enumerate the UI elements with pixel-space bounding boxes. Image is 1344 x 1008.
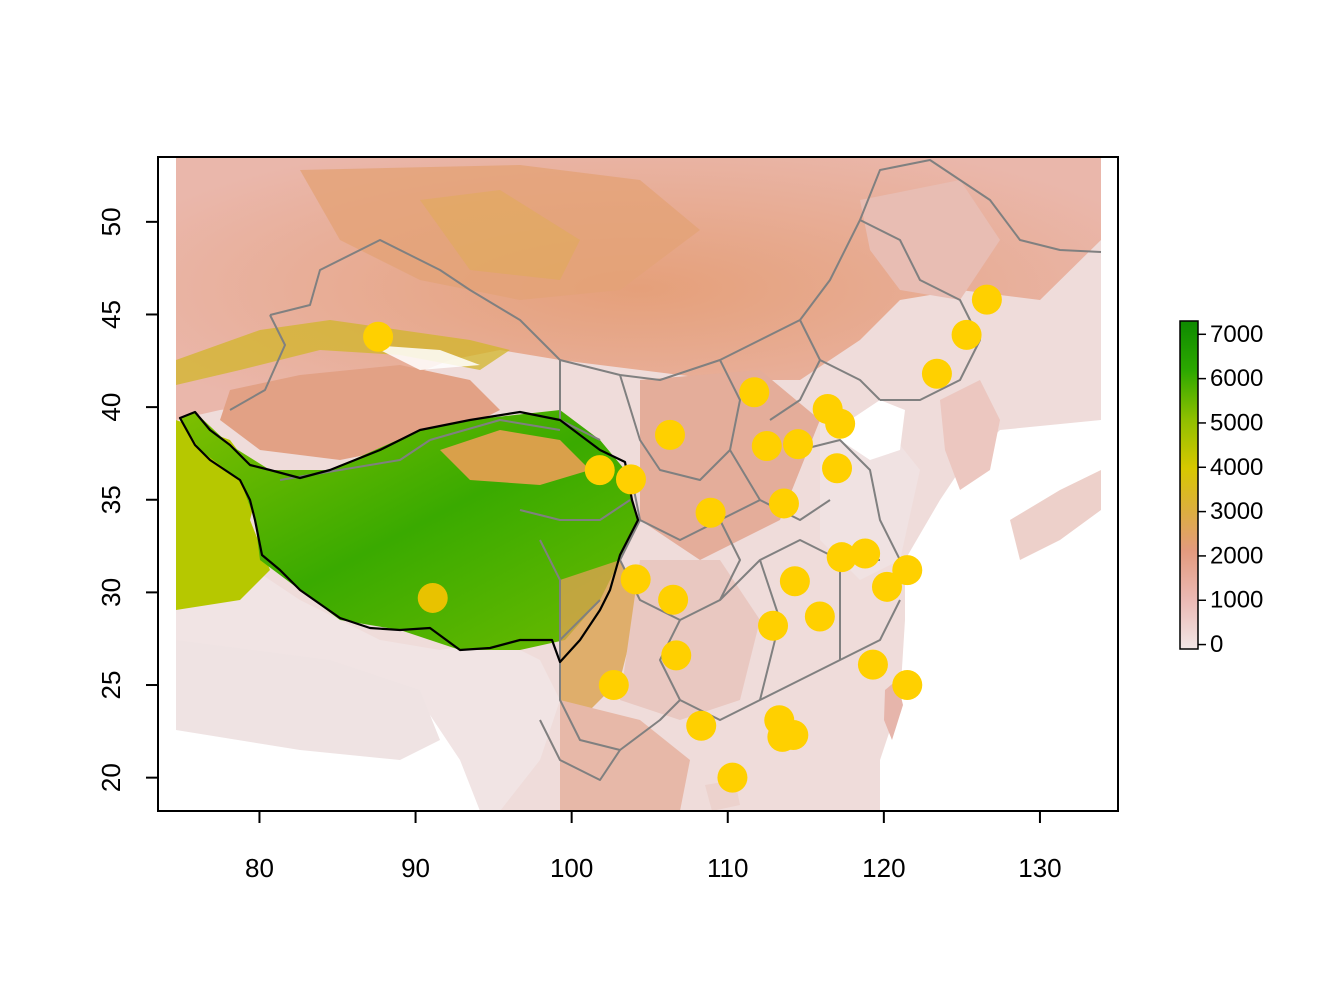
city-point [871, 571, 902, 602]
city-point [655, 419, 685, 450]
city-point [751, 431, 782, 462]
city-point [857, 649, 888, 680]
city-point [825, 408, 856, 439]
city-point [584, 455, 615, 486]
legend-tick-label: 1000 [1210, 587, 1263, 614]
legend-tick-label: 4000 [1210, 454, 1263, 481]
city-points [363, 284, 1002, 793]
y-tick-label: 30 [96, 578, 126, 607]
city-point [717, 762, 748, 793]
y-tick-label: 40 [96, 393, 126, 422]
y-axis: 20 25 30 35 40 45 50 [96, 207, 159, 792]
city-point [804, 601, 835, 632]
city-point [921, 358, 952, 389]
legend-color-bar [1179, 320, 1199, 650]
city-point [822, 453, 853, 484]
x-tick-label: 80 [245, 853, 274, 883]
city-point [951, 319, 982, 350]
city-point [739, 377, 770, 408]
legend-tick-label: 7000 [1210, 321, 1263, 348]
city-point [758, 610, 789, 641]
x-tick-label: 110 [707, 853, 748, 883]
province-borders [229, 159, 1102, 781]
city-point [778, 720, 809, 751]
legend-tick-label: 2000 [1210, 542, 1263, 569]
legend-tick-label: 0 [1210, 631, 1223, 658]
legend-tick-label: 5000 [1210, 409, 1263, 436]
y-tick-label: 45 [96, 300, 126, 329]
city-point [892, 555, 923, 586]
x-tick-label: 130 [1018, 853, 1061, 883]
city-point [417, 582, 448, 613]
legend-ticks: 0 1000 2000 3000 4000 5000 6000 7000 [1198, 321, 1263, 658]
city-point [850, 538, 881, 569]
city-point [620, 564, 651, 595]
tibetan-plateau-boundary [178, 410, 640, 664]
city-point [363, 321, 394, 352]
y-tick-label: 25 [96, 671, 126, 700]
elevation-legend: 0 1000 2000 3000 4000 5000 6000 7000 [1179, 320, 1263, 658]
x-tick-label: 100 [550, 853, 593, 883]
city-point [783, 429, 813, 460]
y-tick-label: 50 [96, 207, 126, 236]
elevation-raster [176, 157, 1101, 811]
city-point [826, 542, 857, 573]
x-tick-label: 120 [862, 853, 905, 883]
city-point [892, 670, 923, 701]
city-point [615, 464, 646, 495]
city-point [768, 488, 799, 519]
legend-tick-label: 6000 [1210, 365, 1263, 392]
city-point [658, 584, 689, 615]
city-point [686, 710, 717, 741]
city-point [695, 497, 726, 528]
legend-tick-label: 3000 [1210, 498, 1263, 525]
y-tick-label: 20 [96, 763, 126, 792]
city-point [598, 670, 629, 701]
city-point [971, 284, 1002, 315]
x-tick-label: 90 [401, 853, 430, 883]
x-axis: 80 90 100 110 120 130 [245, 810, 1062, 883]
city-point [661, 640, 692, 671]
y-tick-label: 35 [96, 485, 126, 514]
city-point [779, 566, 810, 597]
